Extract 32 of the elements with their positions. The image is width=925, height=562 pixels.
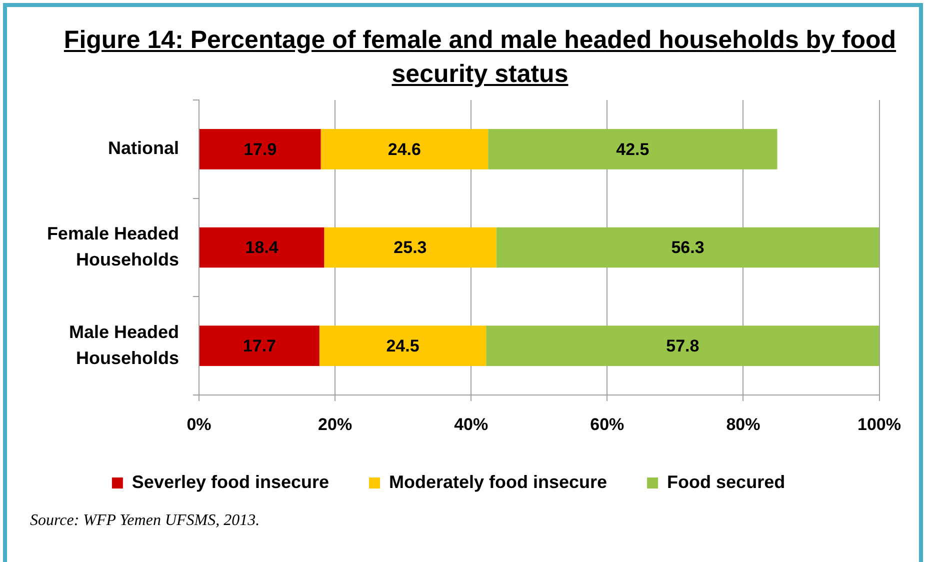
data-label: 57.8 xyxy=(666,336,700,356)
legend-label: Severley food insecure xyxy=(132,472,330,492)
y-tick-label: Female Headed Households xyxy=(46,223,179,270)
data-label: 17.9 xyxy=(244,140,277,159)
source-note: Source: WFP Yemen UFSMS, 2013. xyxy=(30,512,260,530)
x-tick-label: 20% xyxy=(318,414,352,434)
bar xyxy=(486,326,880,366)
data-label: 24.6 xyxy=(388,140,421,159)
y-tick-label: National xyxy=(108,138,179,158)
data-label: 56.3 xyxy=(671,238,704,258)
bar xyxy=(324,227,496,268)
bar xyxy=(496,227,880,268)
x-tick-label: 0% xyxy=(186,414,212,434)
bar xyxy=(488,129,778,170)
x-tick-label: 80% xyxy=(726,414,760,434)
bar xyxy=(319,326,486,366)
y-tick-label: Male Headed Households xyxy=(68,322,179,368)
bar xyxy=(200,227,324,268)
chart-title: Figure 14: Percentage of female and male headed households by food security status xyxy=(62,25,898,90)
data-label: 25.3 xyxy=(394,238,427,258)
bar xyxy=(320,129,488,170)
legend-label: Moderately food insecure xyxy=(389,472,608,492)
x-tick-label: 100% xyxy=(858,414,901,434)
legend-label: Food secured xyxy=(667,472,786,492)
data-label: 24.5 xyxy=(386,336,420,356)
x-tick-label: 40% xyxy=(454,414,488,434)
bar xyxy=(200,129,321,170)
data-label: 18.4 xyxy=(245,238,279,258)
x-tick-label: 60% xyxy=(590,414,624,434)
data-label: 42.5 xyxy=(616,140,650,159)
bar xyxy=(200,326,320,366)
data-label: 17.7 xyxy=(242,336,276,356)
